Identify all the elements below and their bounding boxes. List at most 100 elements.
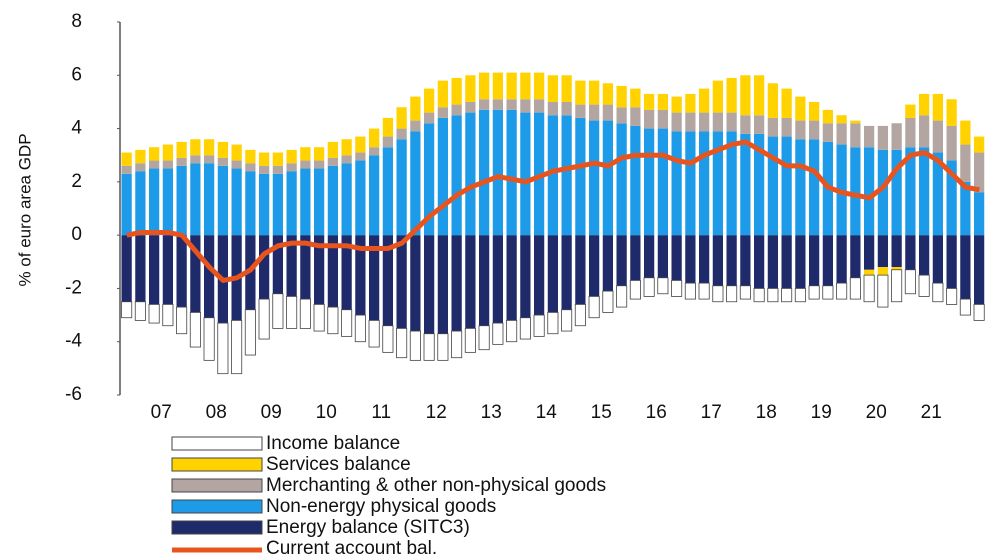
- bar-segment: [369, 147, 380, 156]
- bar-segment: [451, 235, 462, 332]
- bar-segment: [836, 282, 848, 300]
- bar-segment: [726, 235, 737, 286]
- bar-segment: [589, 235, 600, 297]
- bar-segment: [946, 235, 957, 289]
- bar-segment: [437, 117, 448, 236]
- bar-segment: [534, 235, 545, 316]
- bar-segment: [547, 312, 559, 335]
- bar-segment: [781, 117, 792, 137]
- bar-segment: [809, 235, 820, 286]
- bar-segment: [464, 327, 476, 353]
- bar-segment: [176, 157, 187, 166]
- bar-segment: [465, 75, 476, 102]
- x-tick-label: 18: [756, 402, 777, 423]
- bar-segment: [533, 314, 545, 337]
- bar-segment: [479, 99, 490, 110]
- bar-segment: [602, 120, 613, 236]
- bar-segment: [781, 288, 793, 303]
- bar-segment: [355, 160, 366, 236]
- bar-segment: [368, 319, 380, 348]
- bar-segment: [740, 235, 751, 286]
- bar-segment: [547, 235, 558, 313]
- bar-segment: [451, 115, 462, 236]
- bar-segment: [410, 131, 421, 236]
- bar-segment: [836, 123, 847, 145]
- x-tick-label: 09: [261, 402, 282, 423]
- bar-segment: [644, 128, 655, 236]
- bar-segment: [190, 163, 201, 236]
- bar-segment: [767, 117, 778, 137]
- bar-segment: [726, 112, 737, 132]
- bar-segment: [245, 163, 256, 172]
- bar-segment: [314, 235, 325, 305]
- bar-segment: [974, 152, 985, 193]
- bar-segment: [162, 168, 173, 236]
- bar-segment: [355, 235, 366, 316]
- bar-segment: [973, 304, 985, 321]
- bar-segment: [575, 104, 586, 118]
- bar-segment: [506, 235, 517, 321]
- bar-segment: [932, 152, 943, 236]
- bar-segment: [520, 112, 531, 236]
- bar-segment: [162, 235, 173, 305]
- bar-segment: [588, 296, 600, 319]
- bar-segment: [189, 312, 201, 348]
- legend-label: Merchanting & other non-physical goods: [266, 475, 606, 496]
- bar-segment: [506, 72, 517, 100]
- bar-segment: [877, 267, 888, 276]
- bar-segment: [176, 165, 187, 236]
- bar-segment: [520, 72, 531, 100]
- bar-segment: [850, 235, 861, 278]
- legend-swatch: [171, 478, 263, 493]
- bar-segment: [506, 109, 517, 236]
- bar-segment: [437, 107, 448, 118]
- bar-segment: [602, 83, 613, 105]
- bar-segment: [754, 235, 765, 289]
- bar-segment: [616, 123, 627, 236]
- bar-segment: [506, 319, 518, 343]
- bar-segment: [341, 309, 353, 337]
- bar-segment: [204, 235, 215, 318]
- y-tick-label: 8: [71, 11, 82, 32]
- bar-segment: [190, 155, 201, 164]
- bar-segment: [547, 115, 558, 236]
- bar-segment: [891, 267, 902, 270]
- bar-segment: [754, 115, 765, 134]
- bar-segment: [286, 149, 297, 164]
- bar-segment: [767, 83, 778, 118]
- bar-segment: [657, 93, 668, 110]
- legend-label: Services balance: [266, 454, 411, 475]
- bar-segment: [382, 147, 393, 236]
- bar-segment: [891, 149, 902, 236]
- bar-segment: [808, 285, 820, 300]
- bar-segment: [314, 160, 325, 169]
- bar-segment: [190, 235, 201, 313]
- bar-segment: [849, 277, 861, 300]
- bar-segment: [974, 192, 985, 236]
- bar-segment: [932, 93, 943, 121]
- bar-segment: [396, 139, 407, 236]
- bar-segment: [382, 235, 393, 326]
- bar-segment: [121, 165, 132, 174]
- y-tick-label: 2: [71, 171, 82, 192]
- bar-segment: [877, 235, 888, 268]
- bar-segment: [369, 155, 380, 236]
- bar-segment: [149, 147, 160, 161]
- bar-segment: [259, 173, 270, 236]
- bar-segment: [960, 235, 971, 300]
- bar-segment: [204, 155, 215, 164]
- bar-segment: [905, 235, 916, 270]
- bar-segment: [616, 85, 627, 108]
- bar-segment: [712, 235, 723, 286]
- bar-segment: [863, 274, 875, 303]
- bar-segment: [946, 99, 957, 126]
- bar-segment: [932, 282, 944, 303]
- bar-segment: [149, 235, 160, 305]
- bar-segment: [355, 152, 366, 161]
- bar-segment: [740, 115, 751, 134]
- bar-segment: [739, 285, 751, 300]
- bar-segment: [121, 235, 132, 302]
- bar-segment: [726, 131, 737, 236]
- bar-segment: [231, 168, 242, 236]
- bar-segment: [795, 96, 806, 121]
